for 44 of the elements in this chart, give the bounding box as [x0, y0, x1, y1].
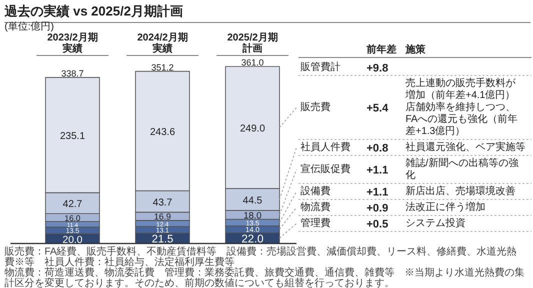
data-label: 21.5 [152, 234, 174, 246]
data-label: 43.7 [152, 197, 173, 208]
text: 設備費 [300, 185, 330, 197]
text: 管理費 [300, 217, 330, 229]
chart-title: 過去の実績 vs 2025/2月期計画 [4, 4, 183, 18]
text: 販売費：FA経費、販売手数料、不動産賃借料等 設備費：売場設営費、減価償却費、リース料、修繕費、水道光熱費※等 社員人件費：社員給与、法定福利厚生費等 [4, 246, 517, 268]
total-label: 351.2 [151, 62, 174, 72]
text: 社員還元強化、ベア実施等 [406, 141, 526, 153]
text: 物流費 [300, 201, 330, 213]
text: 前年差 [366, 44, 396, 56]
data-label: 16.0 [64, 214, 81, 223]
text: +5.4 [366, 102, 390, 114]
x-tick-label: 2025/2月期計画 [227, 32, 278, 54]
chart-subtitle: (単位:億円) [4, 20, 54, 32]
text: 宣伝販促費 [300, 163, 350, 175]
total-label: 338.7 [61, 68, 84, 78]
text: 施策 [404, 44, 426, 56]
data-label: 249.0 [240, 123, 266, 134]
data-label: 42.7 [62, 198, 83, 210]
text: 社員人件費 [300, 141, 350, 153]
text: 販売費 [300, 101, 330, 113]
text: 新店出店、売場環境改善 [406, 185, 516, 197]
text: 売上連動の販売手数料が増加（前年差+4.1億円）店舗効率を維持しつつ、FAへの還元も強化（前年差+1.3億円） [404, 77, 518, 137]
data-label: 235.1 [60, 130, 86, 142]
data-label: 22.0 [242, 233, 264, 246]
text: システム投資 [406, 217, 466, 229]
data-label: 18.0 [243, 210, 262, 221]
x-tick-label: 2024/2月期実績 [137, 32, 188, 54]
total-label: 361.0 [241, 58, 264, 68]
text: 物流費：荷造運送費、物流委託費 管理費：業務委託費、旅費交通費、通信費、雑費等 ※当期より水道光熱費の集計区分を変更しております。そのため、前期の数値についても組替を行っております。 [4, 266, 524, 288]
text: +0.8 [366, 142, 388, 154]
text: 雑誌/新聞への出稿等の強化 [406, 157, 518, 181]
text: +0.9 [366, 202, 388, 214]
data-label: 243.6 [150, 126, 176, 138]
text: +0.5 [366, 218, 388, 230]
x-tick-label: 2023/2月期実績 [47, 32, 98, 54]
text: +9.8 [366, 62, 388, 74]
text: +1.1 [366, 186, 388, 198]
text: 販管費計 [300, 61, 340, 73]
data-label: 44.5 [242, 195, 263, 206]
data-label: 16.9 [154, 212, 172, 222]
data-label: 20.0 [62, 234, 83, 246]
text: 法改正に伴う増加 [406, 201, 486, 213]
text: +1.1 [366, 164, 388, 176]
